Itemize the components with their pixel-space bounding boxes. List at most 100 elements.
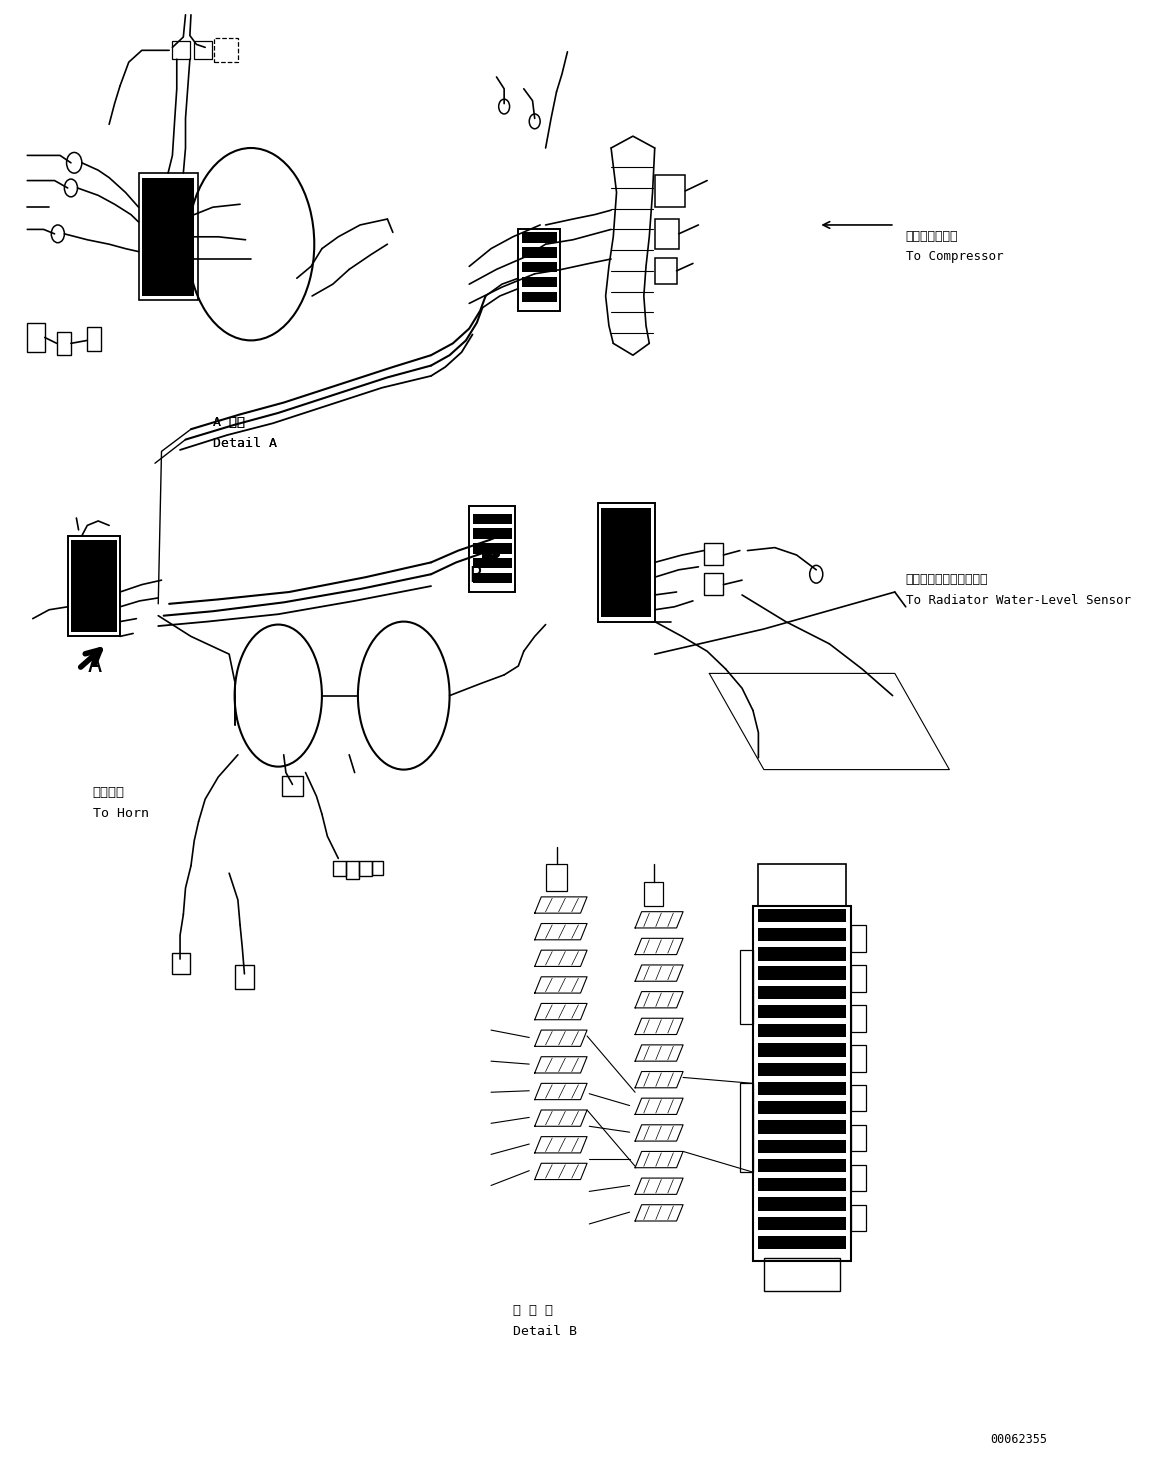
Bar	[235, 965, 255, 989]
Bar	[138, 173, 198, 300]
Polygon shape	[535, 1163, 587, 1180]
Bar	[758, 966, 846, 980]
Bar	[472, 514, 512, 524]
Polygon shape	[635, 1125, 683, 1141]
Polygon shape	[635, 1072, 683, 1088]
Bar	[67, 536, 120, 636]
Bar	[472, 543, 512, 554]
Bar	[472, 558, 512, 568]
Polygon shape	[535, 897, 587, 913]
Text: Detail B: Detail B	[513, 1325, 577, 1338]
Bar	[851, 1045, 866, 1072]
Bar	[851, 1165, 866, 1191]
Text: ラジエータ水位センサへ: ラジエータ水位センサへ	[906, 573, 989, 586]
Bar	[758, 1217, 846, 1230]
Bar	[758, 909, 846, 922]
Bar	[359, 861, 372, 876]
Polygon shape	[635, 912, 683, 928]
Polygon shape	[635, 1178, 683, 1194]
Bar	[758, 1159, 846, 1172]
Polygon shape	[635, 1151, 683, 1168]
Bar	[758, 1101, 846, 1114]
Bar	[57, 332, 71, 355]
Bar	[545, 864, 568, 891]
Bar	[758, 1043, 846, 1057]
Bar	[172, 953, 190, 974]
Polygon shape	[535, 1137, 587, 1153]
Text: ホーンへ: ホーンへ	[93, 786, 124, 799]
Bar	[758, 928, 846, 941]
Text: To Compressor: To Compressor	[906, 250, 1004, 263]
Polygon shape	[635, 1045, 683, 1061]
Bar	[345, 861, 359, 879]
Polygon shape	[635, 1098, 683, 1114]
Bar	[740, 950, 752, 1024]
Polygon shape	[635, 992, 683, 1008]
Polygon shape	[535, 950, 587, 966]
Bar	[372, 861, 383, 875]
Bar	[758, 864, 846, 906]
Bar	[764, 1258, 840, 1291]
Text: A: A	[87, 653, 101, 676]
Bar	[758, 1236, 846, 1249]
Polygon shape	[535, 1057, 587, 1073]
Text: Detail A: Detail A	[213, 437, 277, 450]
Text: コンプレッサへ: コンプレッサへ	[906, 229, 958, 243]
Polygon shape	[635, 965, 683, 981]
Bar	[71, 540, 116, 632]
Bar	[851, 925, 866, 952]
Bar	[644, 882, 663, 906]
Bar	[87, 327, 101, 351]
Polygon shape	[535, 1083, 587, 1100]
Bar	[598, 503, 655, 622]
Polygon shape	[535, 977, 587, 993]
Bar	[758, 1178, 846, 1191]
Text: B: B	[469, 565, 481, 586]
Text: A 詳細: A 詳細	[213, 416, 244, 429]
Bar	[172, 41, 190, 59]
Text: A 詳細: A 詳細	[213, 416, 244, 429]
Polygon shape	[535, 1003, 587, 1020]
Bar	[851, 1085, 866, 1111]
Bar	[740, 1083, 752, 1172]
Bar	[758, 1024, 846, 1037]
Bar	[522, 247, 557, 258]
Bar	[472, 528, 512, 539]
Bar	[27, 323, 44, 352]
Bar	[758, 1005, 846, 1018]
Bar	[851, 965, 866, 992]
Polygon shape	[635, 938, 683, 955]
Text: To Radiator Water-Level Sensor: To Radiator Water-Level Sensor	[906, 593, 1130, 607]
Bar	[472, 573, 512, 583]
Bar	[758, 1082, 846, 1095]
Polygon shape	[635, 1018, 683, 1035]
Bar	[704, 573, 723, 595]
Bar	[851, 1125, 866, 1151]
Bar	[851, 1005, 866, 1032]
Bar	[851, 1205, 866, 1231]
Polygon shape	[635, 1205, 683, 1221]
Bar	[519, 229, 559, 311]
Text: 日 詳 細: 日 詳 細	[513, 1304, 552, 1317]
Text: Detail A: Detail A	[213, 437, 277, 450]
Bar	[522, 292, 557, 302]
Bar	[655, 175, 685, 207]
Text: 00062355: 00062355	[991, 1433, 1048, 1446]
Bar	[522, 277, 557, 287]
Text: To Horn: To Horn	[93, 807, 149, 820]
Bar	[758, 1140, 846, 1153]
Bar	[655, 258, 677, 284]
Bar	[601, 508, 651, 617]
Polygon shape	[535, 924, 587, 940]
Bar	[704, 543, 723, 565]
Bar	[752, 906, 851, 1261]
Polygon shape	[535, 1030, 587, 1046]
Bar	[142, 178, 194, 296]
Bar	[758, 1120, 846, 1134]
Bar	[655, 219, 679, 249]
Bar	[758, 947, 846, 961]
Bar	[522, 262, 557, 272]
Bar	[758, 986, 846, 999]
Polygon shape	[535, 1110, 587, 1126]
Bar	[522, 232, 557, 243]
